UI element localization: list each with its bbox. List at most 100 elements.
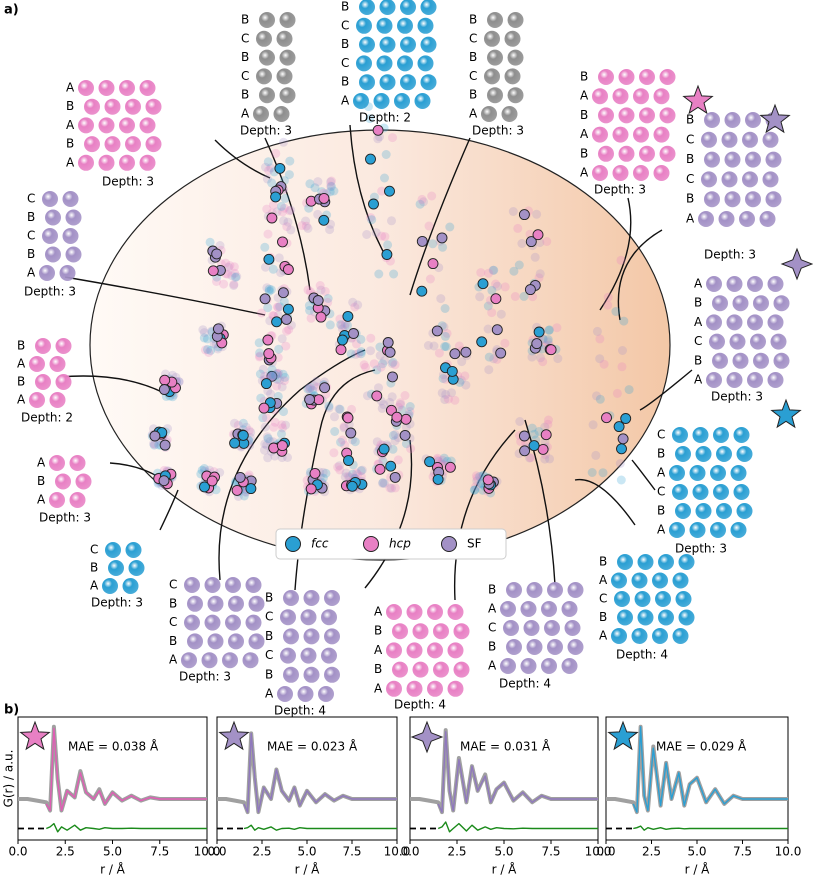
embedding-point bbox=[496, 309, 506, 319]
embedding-point bbox=[371, 228, 381, 238]
embedding-point bbox=[282, 222, 292, 232]
x-tick-label: 2.5 bbox=[642, 845, 661, 859]
embedding-point bbox=[262, 283, 272, 293]
layer-label: A bbox=[374, 681, 383, 695]
embedding-point bbox=[388, 357, 398, 367]
atom bbox=[745, 191, 761, 208]
embedding-point bbox=[445, 222, 455, 232]
atom bbox=[376, 17, 393, 34]
layer-label: C bbox=[265, 648, 273, 662]
atom bbox=[417, 17, 434, 34]
layer-label: C bbox=[694, 334, 702, 348]
atom bbox=[672, 628, 689, 644]
embedding-point bbox=[338, 435, 347, 445]
embedding-point bbox=[309, 467, 321, 479]
atom bbox=[639, 145, 655, 162]
layer-label: A bbox=[580, 89, 589, 103]
embedding-point bbox=[439, 453, 449, 463]
embedding-point bbox=[460, 371, 470, 381]
embedding-point bbox=[275, 375, 284, 385]
atom bbox=[29, 356, 45, 372]
layer-label: C bbox=[341, 18, 349, 32]
embedding-point bbox=[438, 374, 448, 383]
embedding-point bbox=[212, 323, 224, 335]
atom bbox=[747, 314, 763, 331]
embedding-point bbox=[158, 475, 170, 487]
connector bbox=[349, 124, 386, 256]
connector bbox=[214, 139, 271, 179]
embedding-point bbox=[442, 328, 452, 338]
embedding-point bbox=[476, 336, 488, 348]
atom bbox=[672, 427, 688, 443]
atom bbox=[695, 503, 712, 519]
atom bbox=[633, 126, 649, 143]
layer-label: B bbox=[341, 0, 349, 14]
atom bbox=[359, 74, 375, 91]
atom bbox=[653, 88, 670, 105]
atom bbox=[55, 473, 71, 490]
atom bbox=[633, 88, 649, 105]
atom bbox=[128, 560, 145, 576]
embedding-point bbox=[280, 193, 290, 203]
embedding-point bbox=[492, 281, 502, 291]
atom bbox=[84, 136, 100, 153]
embedding-point bbox=[537, 443, 549, 455]
layer-label: B bbox=[469, 50, 477, 64]
layer-label: A bbox=[17, 393, 26, 407]
layer-label: C bbox=[686, 132, 694, 146]
embedding-point bbox=[553, 354, 563, 364]
depth-label: Depth: 3 bbox=[711, 390, 763, 404]
embedding-point bbox=[286, 205, 296, 215]
embedding-point bbox=[198, 325, 208, 335]
atom bbox=[273, 106, 290, 122]
embedding-point bbox=[231, 484, 243, 496]
atom bbox=[721, 131, 738, 148]
embedding-point bbox=[254, 338, 264, 348]
embedding-point bbox=[342, 310, 354, 322]
embedding-point bbox=[587, 468, 597, 477]
embedding-point bbox=[406, 444, 416, 454]
embedding-point bbox=[264, 284, 274, 294]
atom bbox=[139, 154, 156, 171]
embedding-point bbox=[378, 478, 388, 488]
embedding-point bbox=[260, 378, 272, 390]
embedding-point bbox=[603, 292, 613, 302]
layer-label: C bbox=[599, 592, 607, 606]
embedding-point bbox=[388, 133, 397, 143]
x-tick-label: 2.5 bbox=[252, 845, 271, 859]
embedding-point bbox=[211, 248, 223, 260]
atom bbox=[280, 609, 296, 626]
atom bbox=[520, 658, 537, 674]
embedding-point bbox=[285, 206, 294, 216]
atom bbox=[678, 554, 695, 570]
embedding-point bbox=[303, 223, 313, 233]
atom bbox=[659, 145, 676, 162]
embedding-point bbox=[471, 471, 481, 481]
embedding-point bbox=[375, 351, 385, 360]
embedding-point bbox=[385, 460, 397, 472]
embedding-point bbox=[351, 468, 361, 478]
atom bbox=[634, 591, 651, 607]
embedding-point bbox=[325, 225, 335, 235]
depth-label: Depth: 3 bbox=[704, 248, 756, 262]
atom bbox=[420, 74, 437, 91]
embedding-point bbox=[487, 308, 497, 318]
embedding-point bbox=[334, 461, 344, 471]
atom bbox=[618, 145, 635, 162]
atom bbox=[379, 36, 396, 53]
embedding-point bbox=[424, 456, 436, 468]
layer-label: C bbox=[90, 543, 98, 557]
atom bbox=[729, 333, 746, 350]
embedding-point bbox=[261, 262, 270, 272]
embedding-point bbox=[277, 201, 286, 211]
atom bbox=[614, 591, 630, 607]
embedding-point bbox=[483, 301, 493, 311]
embedding-point bbox=[387, 216, 396, 226]
embedding-point bbox=[231, 272, 241, 282]
atom bbox=[69, 455, 86, 471]
embedding-point bbox=[286, 225, 296, 235]
atom bbox=[704, 191, 720, 208]
layer-label: A bbox=[694, 373, 703, 387]
depth-label: Depth: 3 bbox=[179, 670, 231, 684]
embedding-point bbox=[388, 430, 398, 440]
